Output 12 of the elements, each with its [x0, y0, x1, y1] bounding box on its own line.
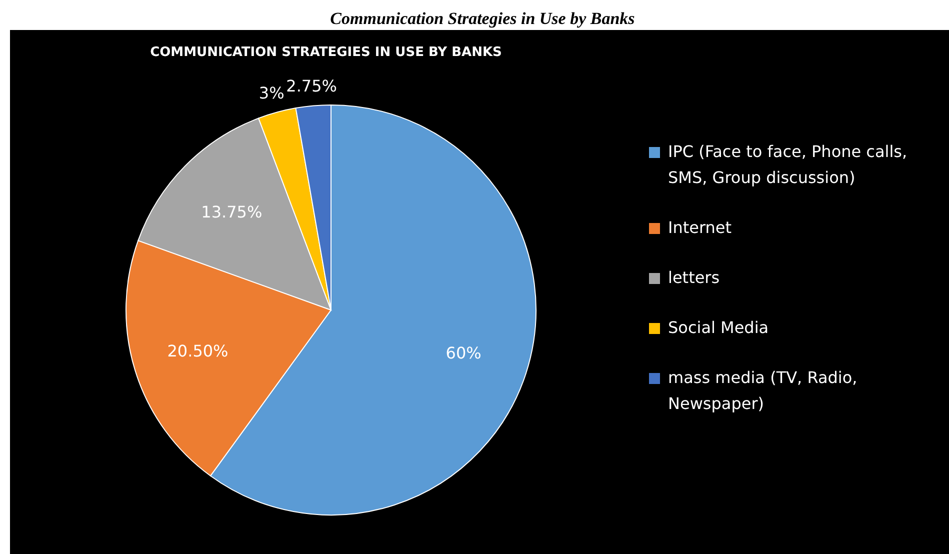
data-label: 20.50% [167, 341, 228, 360]
legend-label: mass media (TV, Radio, Newspaper) [668, 367, 858, 415]
legend-label: Social Media [668, 317, 769, 339]
data-label: 60% [446, 344, 482, 363]
data-label: 2.75% [286, 76, 337, 96]
legend-label: letters [668, 267, 720, 289]
chart-title: Communication Strategies in Use by Banks [329, 8, 636, 30]
legend-label: IPC (Face to face, Phone calls, SMS, Group discussion) [668, 141, 908, 189]
data-label: 13.75% [201, 202, 262, 222]
legend-label: Internet [668, 217, 732, 239]
data-label: 3% [258, 83, 284, 102]
chart-subtitle: COMMUNICATION STRATEGIES IN USE BY BANKS [150, 45, 502, 60]
